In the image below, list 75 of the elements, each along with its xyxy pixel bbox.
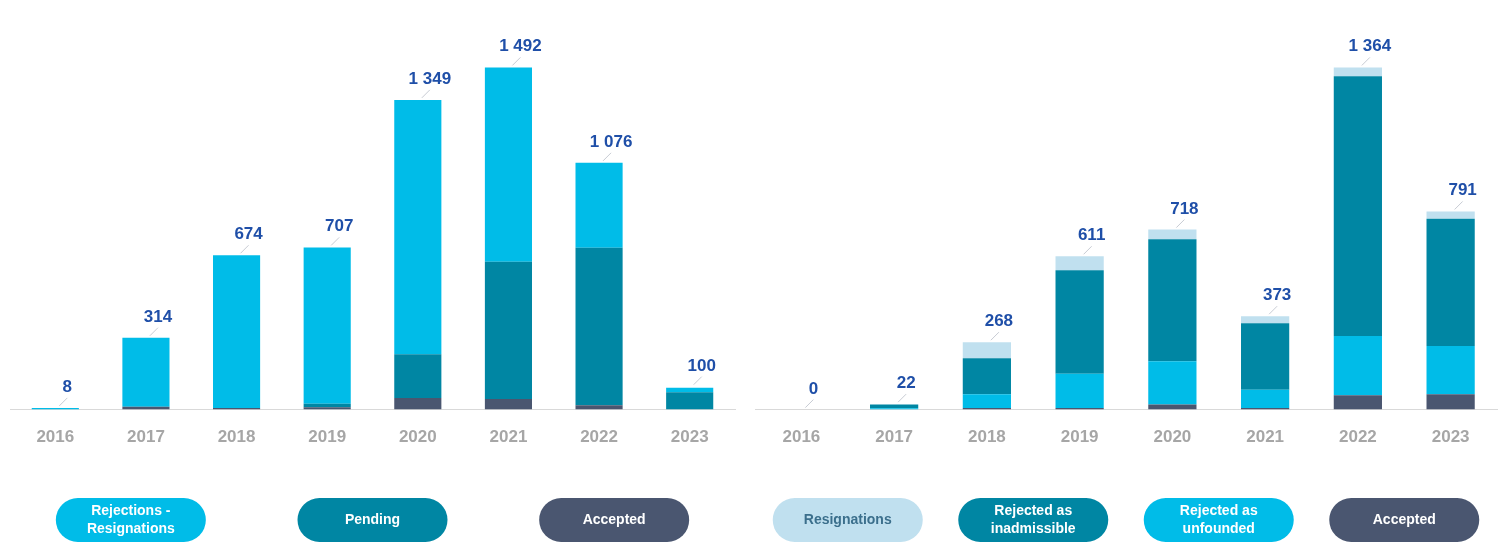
x-tick-label: 2020 xyxy=(1153,427,1192,447)
bar xyxy=(575,405,623,410)
bar xyxy=(1148,361,1197,405)
bar xyxy=(394,354,442,398)
bar xyxy=(962,342,1011,359)
x-tick-label: 2016 xyxy=(782,427,821,447)
bar xyxy=(1241,323,1290,390)
bar xyxy=(575,247,623,406)
bar xyxy=(1426,211,1475,219)
annotation: 268 xyxy=(984,311,1014,331)
text: Rejected as inadmissible xyxy=(990,501,1076,536)
annotation: 1 364 xyxy=(1348,36,1392,56)
x-tick-label: 2018 xyxy=(967,427,1006,447)
annotation: 674 xyxy=(234,224,264,244)
x-tick-label: 2020 xyxy=(398,427,437,447)
annotation: 611 xyxy=(1077,225,1106,245)
annotation: 707 xyxy=(325,216,354,236)
bar xyxy=(1241,316,1290,324)
x-tick-label: 2023 xyxy=(670,427,709,447)
annotation: 22 xyxy=(896,373,916,393)
annotation: 1 076 xyxy=(589,131,633,151)
text: Pending xyxy=(344,510,401,527)
annotation: 791 xyxy=(1448,180,1477,200)
bar xyxy=(394,397,442,410)
x-tick-label: 2019 xyxy=(1060,427,1099,447)
bar xyxy=(1333,395,1382,410)
bar xyxy=(303,247,351,404)
bar xyxy=(962,394,1011,408)
bar xyxy=(1055,373,1104,408)
bar xyxy=(1055,270,1104,374)
annotation: 373 xyxy=(1262,285,1292,305)
bar xyxy=(122,337,170,407)
bar xyxy=(1333,67,1382,77)
annotation: 100 xyxy=(687,355,716,375)
x-tick-label: 2017 xyxy=(127,427,165,447)
x-tick-label: 2022 xyxy=(1338,427,1377,447)
bar xyxy=(1148,404,1197,410)
text: Resignations xyxy=(803,510,892,527)
bar xyxy=(1148,229,1197,240)
bar xyxy=(1333,336,1382,396)
bar xyxy=(1333,76,1382,337)
x-tick-label: 2017 xyxy=(875,427,914,447)
bar xyxy=(1241,389,1290,408)
x-tick-label: 2023 xyxy=(1431,427,1470,447)
annotation: 1 492 xyxy=(499,36,542,56)
bar xyxy=(484,261,532,399)
bar xyxy=(962,358,1011,395)
annotation: 1 349 xyxy=(408,68,452,88)
annotation: 0 xyxy=(808,378,819,398)
text: Rejections - Resignations xyxy=(86,501,175,536)
x-tick-label: 2021 xyxy=(1246,427,1285,447)
x-tick-label: 2021 xyxy=(489,427,528,447)
bar xyxy=(666,387,714,393)
bar xyxy=(1148,239,1197,362)
bar xyxy=(213,255,261,408)
bar xyxy=(484,67,532,262)
bar xyxy=(870,404,919,409)
x-tick-label: 2018 xyxy=(217,427,256,447)
bar xyxy=(575,162,623,248)
annotation: 314 xyxy=(143,306,173,326)
x-tick-label: 2016 xyxy=(36,427,75,447)
bar xyxy=(1426,345,1475,395)
bar xyxy=(666,392,714,410)
bar xyxy=(1055,256,1104,271)
bar xyxy=(1426,218,1475,346)
bar xyxy=(1426,394,1475,410)
x-tick-label: 2022 xyxy=(580,427,618,447)
bar xyxy=(394,99,442,355)
x-tick-label: 2019 xyxy=(308,427,347,447)
annotation: 8 xyxy=(62,376,73,396)
text: Rejected as unfounded xyxy=(1179,501,1258,536)
text: Accepted xyxy=(582,510,646,527)
annotation: 718 xyxy=(1170,198,1199,218)
text: Accepted xyxy=(1372,510,1436,527)
bar xyxy=(484,398,532,410)
